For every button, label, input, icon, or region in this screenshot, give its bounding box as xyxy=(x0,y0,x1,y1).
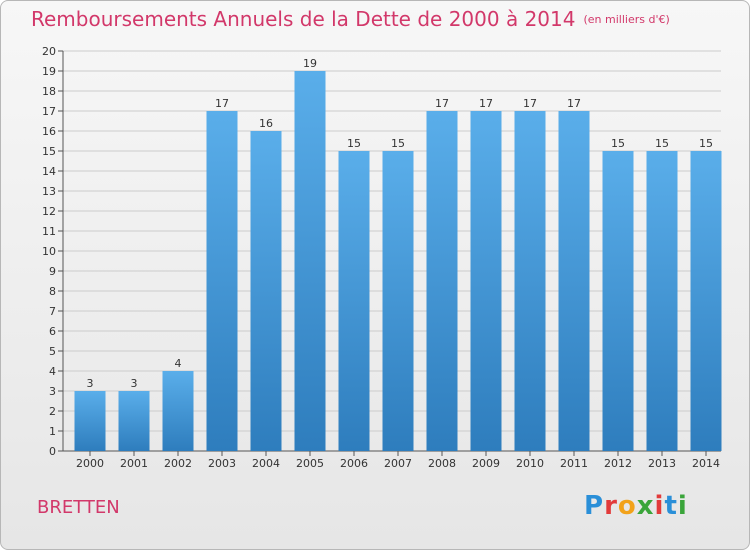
y-tick-label: 14 xyxy=(42,165,56,178)
data-label-2009: 17 xyxy=(479,97,493,110)
bar-2011 xyxy=(558,111,590,451)
y-tick-label: 0 xyxy=(49,445,56,458)
data-label-2010: 17 xyxy=(523,97,537,110)
bar-2014 xyxy=(690,151,722,451)
y-tick-label: 2 xyxy=(49,405,56,418)
logo-letter: t xyxy=(664,491,678,521)
y-tick-label: 6 xyxy=(49,325,56,338)
chart-title: Remboursements Annuels de la Dette de 20… xyxy=(31,7,670,31)
data-label-2011: 17 xyxy=(567,97,581,110)
x-tick-label-2005: 2005 xyxy=(296,457,324,470)
x-tick-label-2013: 2013 xyxy=(648,457,676,470)
bar-2013 xyxy=(646,151,678,451)
y-tick-label: 18 xyxy=(42,85,56,98)
x-tick-label-2004: 2004 xyxy=(252,457,280,470)
data-label-2004: 16 xyxy=(259,117,273,130)
bar-2009 xyxy=(470,111,502,451)
bar-2012 xyxy=(602,151,634,451)
y-tick-label: 19 xyxy=(42,65,56,78)
commune-name: BRETTEN xyxy=(37,497,120,518)
data-label-2014: 15 xyxy=(699,137,713,150)
y-tick-label: 1 xyxy=(49,425,56,438)
bar-2006 xyxy=(338,151,370,451)
logo-letter: r xyxy=(604,491,618,521)
bar-2004 xyxy=(250,131,282,451)
data-label-2007: 15 xyxy=(391,137,405,150)
data-label-2000: 3 xyxy=(87,377,94,390)
data-label-2005: 19 xyxy=(303,57,317,70)
logo-letter: i xyxy=(654,491,665,521)
x-tick-label-2007: 2007 xyxy=(384,457,412,470)
bar-2008 xyxy=(426,111,458,451)
x-tick-label-2014: 2014 xyxy=(692,457,720,470)
data-label-2008: 17 xyxy=(435,97,449,110)
x-tick-label-2006: 2006 xyxy=(340,457,368,470)
x-tick-label-2012: 2012 xyxy=(604,457,632,470)
x-tick-label-2000: 2000 xyxy=(76,457,104,470)
x-tick-label-2003: 2003 xyxy=(208,457,236,470)
data-label-2003: 17 xyxy=(215,97,229,110)
y-tick-label: 13 xyxy=(42,185,56,198)
y-tick-label: 5 xyxy=(49,345,56,358)
data-label-2001: 3 xyxy=(131,377,138,390)
x-tick-label-2011: 2011 xyxy=(560,457,588,470)
x-tick-label-2009: 2009 xyxy=(472,457,500,470)
data-label-2002: 4 xyxy=(175,357,182,370)
logo-letter: P xyxy=(584,491,605,521)
y-tick-label: 7 xyxy=(49,305,56,318)
y-tick-label: 15 xyxy=(42,145,56,158)
x-tick-label-2010: 2010 xyxy=(516,457,544,470)
logo-letter: x xyxy=(636,491,655,521)
y-tick-label: 17 xyxy=(42,105,56,118)
y-tick-label: 3 xyxy=(49,385,56,398)
bar-2003 xyxy=(206,111,238,451)
logo-letter: o xyxy=(617,491,637,521)
y-tick-label: 8 xyxy=(49,285,56,298)
y-tick-label: 11 xyxy=(42,225,56,238)
data-label-2013: 15 xyxy=(655,137,669,150)
bar-2000 xyxy=(74,391,106,451)
data-label-2012: 15 xyxy=(611,137,625,150)
logo-letter: i xyxy=(677,491,688,521)
y-tick-label: 4 xyxy=(49,365,56,378)
bar-2010 xyxy=(514,111,546,451)
chart-subtitle: (en milliers d'€) xyxy=(583,13,670,26)
chart-title-text: Remboursements Annuels de la Dette de 20… xyxy=(31,7,576,31)
bar-2007 xyxy=(382,151,414,451)
x-tick-label-2001: 2001 xyxy=(120,457,148,470)
bar-2002 xyxy=(162,371,194,451)
data-label-2006: 15 xyxy=(347,137,361,150)
y-tick-label: 20 xyxy=(42,45,56,58)
y-tick-label: 10 xyxy=(42,245,56,258)
x-tick-label-2002: 2002 xyxy=(164,457,192,470)
x-tick-label-2008: 2008 xyxy=(428,457,456,470)
y-tick-label: 16 xyxy=(42,125,56,138)
y-tick-label: 9 xyxy=(49,265,56,278)
y-tick-label: 12 xyxy=(42,205,56,218)
proxiti-logo: Proxiti xyxy=(584,491,688,521)
bar-2005 xyxy=(294,71,326,451)
bar-2001 xyxy=(118,391,150,451)
